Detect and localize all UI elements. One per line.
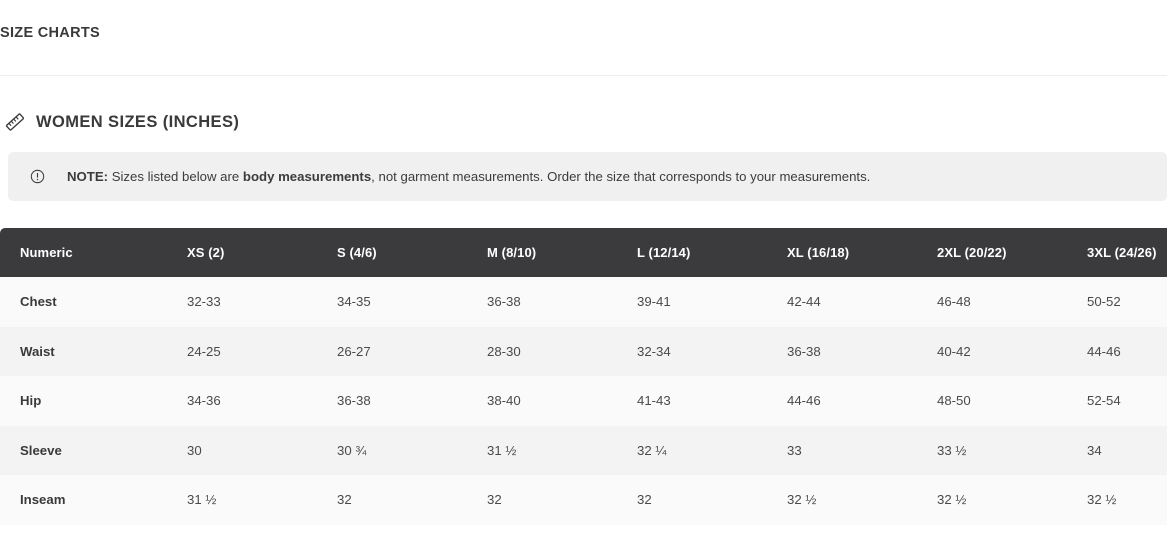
table-header: Numeric XS (2) S (4/6) M (8/10) L (12/14… (0, 228, 1167, 277)
cell-chest-xl: 42-44 (767, 277, 917, 327)
section-header: WOMEN SIZES (INCHES) (4, 109, 239, 135)
note-text-part1: Sizes listed below are (108, 168, 243, 184)
row-label-chest: Chest (0, 277, 167, 327)
women-sizes-table: Numeric XS (2) S (4/6) M (8/10) L (12/14… (0, 228, 1167, 525)
cell-chest-2xl: 46-48 (917, 277, 1067, 327)
row-label-waist: Waist (0, 326, 167, 376)
cell-chest-3xl: 50-52 (1067, 277, 1167, 327)
cell-sleeve-s: 30 ¾ (317, 425, 467, 475)
info-circle-icon (30, 169, 45, 184)
cell-inseam-s: 32 (317, 475, 467, 525)
row-label-hip: Hip (0, 376, 167, 426)
table-body: Chest 32-33 34-35 36-38 39-41 42-44 46-4… (0, 277, 1167, 525)
cell-inseam-l: 32 (617, 475, 767, 525)
cell-waist-s: 26-27 (317, 326, 467, 376)
table-header-row: Numeric XS (2) S (4/6) M (8/10) L (12/14… (0, 228, 1167, 277)
note-banner: NOTE: Sizes listed below are body measur… (8, 152, 1167, 201)
table-row: Inseam 31 ½ 32 32 32 32 ½ 32 ½ 32 ½ (0, 475, 1167, 525)
note-text-part2: , not garment measurements. Order the si… (371, 168, 871, 184)
table-row: Chest 32-33 34-35 36-38 39-41 42-44 46-4… (0, 277, 1167, 327)
cell-waist-xs: 24-25 (167, 326, 317, 376)
cell-inseam-3xl: 32 ½ (1067, 475, 1167, 525)
cell-waist-l: 32-34 (617, 326, 767, 376)
cell-waist-2xl: 40-42 (917, 326, 1067, 376)
cell-chest-m: 36-38 (467, 277, 617, 327)
column-header-3xl: 3XL (24/26) (1067, 228, 1167, 277)
table-row: Hip 34-36 36-38 38-40 41-43 44-46 48-50 … (0, 376, 1167, 426)
cell-chest-l: 39-41 (617, 277, 767, 327)
column-header-s: S (4/6) (317, 228, 467, 277)
cell-sleeve-m: 31 ½ (467, 425, 617, 475)
column-header-l: L (12/14) (617, 228, 767, 277)
cell-waist-xl: 36-38 (767, 326, 917, 376)
page-title: SIZE CHARTS (0, 25, 100, 41)
cell-inseam-2xl: 32 ½ (917, 475, 1067, 525)
cell-hip-xs: 34-36 (167, 376, 317, 426)
clipped-footer-text (0, 552, 1167, 559)
cell-hip-2xl: 48-50 (917, 376, 1067, 426)
cell-sleeve-xl: 33 (767, 425, 917, 475)
table-row: Sleeve 30 30 ¾ 31 ½ 32 ¼ 33 33 ½ 34 (0, 425, 1167, 475)
row-label-sleeve: Sleeve (0, 425, 167, 475)
note-text: NOTE: Sizes listed below are body measur… (67, 168, 870, 185)
cell-sleeve-3xl: 34 (1067, 425, 1167, 475)
column-header-2xl: 2XL (20/22) (917, 228, 1067, 277)
cell-inseam-xl: 32 ½ (767, 475, 917, 525)
cell-sleeve-2xl: 33 ½ (917, 425, 1067, 475)
cell-chest-xs: 32-33 (167, 277, 317, 327)
cell-waist-m: 28-30 (467, 326, 617, 376)
column-header-numeric: Numeric (0, 228, 167, 277)
note-emphasis: body measurements (242, 168, 372, 184)
column-header-xs: XS (2) (167, 228, 317, 277)
cell-inseam-m: 32 (467, 475, 617, 525)
table-row: Waist 24-25 26-27 28-30 32-34 36-38 40-4… (0, 326, 1167, 376)
section-title: WOMEN SIZES (INCHES) (36, 112, 240, 131)
cell-hip-3xl: 52-54 (1067, 376, 1167, 426)
cell-sleeve-l: 32 ¼ (617, 425, 767, 475)
cell-hip-s: 36-38 (317, 376, 467, 426)
column-header-xl: XL (16/18) (767, 228, 917, 277)
cell-sleeve-xs: 30 (167, 425, 317, 475)
cell-chest-s: 34-35 (317, 277, 467, 327)
cell-hip-xl: 44-46 (767, 376, 917, 426)
cell-waist-3xl: 44-46 (1067, 326, 1167, 376)
cell-hip-m: 38-40 (467, 376, 617, 426)
note-label: NOTE: (67, 168, 109, 184)
ruler-icon (5, 113, 25, 131)
column-header-m: M (8/10) (467, 228, 617, 277)
cell-inseam-xs: 31 ½ (167, 475, 317, 525)
header-divider (0, 75, 1167, 76)
cell-hip-l: 41-43 (617, 376, 767, 426)
row-label-inseam: Inseam (0, 475, 167, 525)
